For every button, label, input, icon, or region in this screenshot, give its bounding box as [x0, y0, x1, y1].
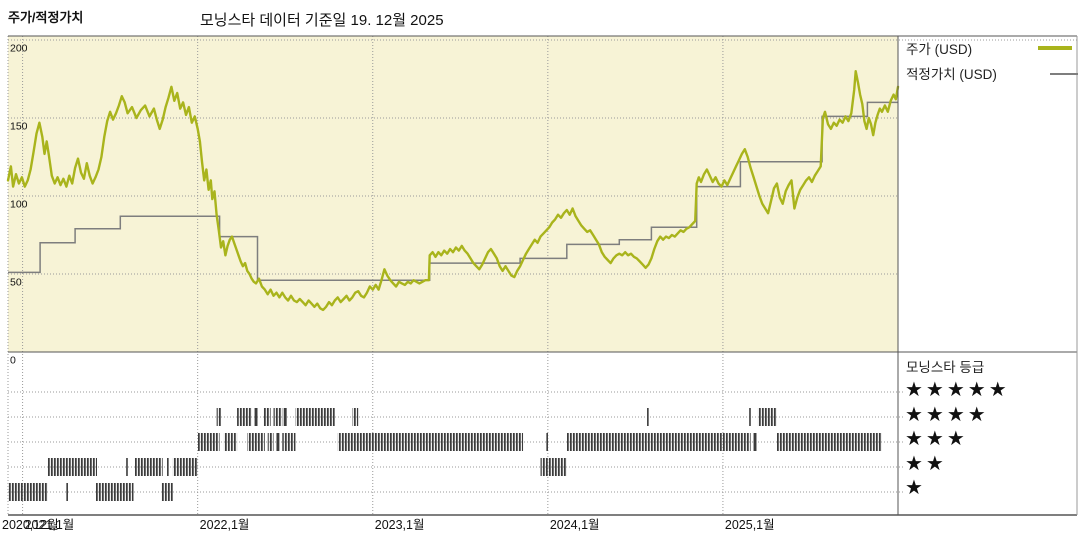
x-tick-label: 2020,12월	[2, 518, 59, 532]
rating-bar-2-star	[540, 458, 567, 476]
fair-value-line	[8, 101, 898, 281]
rating-bar-3-star	[776, 433, 882, 451]
y-tick-label: 150	[10, 121, 28, 133]
price-line	[6, 70, 900, 312]
x-tick-label: 2022,1월	[200, 518, 250, 532]
rating-bar-1-star	[95, 483, 134, 501]
rating-bar-2-star	[126, 458, 128, 476]
rating-row-1-star: ★	[905, 477, 926, 499]
rating-row-5-stars: ★★★★★	[905, 379, 1010, 401]
rating-row-4-stars: ★★★★	[905, 404, 989, 426]
rating-bar-3-star	[267, 433, 274, 451]
rating-bar-4-star	[254, 408, 258, 426]
rating-bar-2-star	[134, 458, 163, 476]
y-tick-label: 100	[10, 199, 28, 211]
x-tick-label: 2021,1월	[25, 518, 75, 532]
rating-bar-4-star	[352, 408, 359, 426]
rating-bar-4-star	[295, 408, 335, 426]
rating-bar-4-star	[283, 408, 287, 426]
rating-bar-1-star	[66, 483, 68, 501]
y-tick-label: 0	[10, 355, 16, 367]
x-tick-label: 2023,1월	[375, 518, 425, 532]
y-tick-label: 50	[10, 277, 22, 289]
rating-bar-2-star	[167, 458, 169, 476]
rating-bar-3-star	[337, 433, 524, 451]
plot-background	[8, 36, 898, 352]
rating-bar-3-star	[566, 433, 751, 451]
rating-row-3-stars: ★★★	[905, 428, 968, 450]
rating-bar-1-star	[161, 483, 173, 501]
rating-bar-4-star	[757, 408, 777, 426]
legend-price-label: 주가 (USD)	[906, 42, 973, 57]
rating-bar-3-star	[282, 433, 296, 451]
data-asof-label: 모닝스타 데이터 기준일 19. 12월 2025	[200, 12, 444, 29]
rating-bar-3-star	[247, 433, 265, 451]
legend-fairvalue-label: 적정가치 (USD)	[906, 67, 997, 82]
rating-bar-4-star	[263, 408, 271, 426]
rating-bar-4-star	[237, 408, 252, 426]
x-tick-label: 2024,1월	[550, 518, 600, 532]
rating-bar-2-star	[47, 458, 97, 476]
rating-legend-title: 모닝스타 등급	[906, 360, 985, 375]
rating-bar-3-star	[276, 433, 280, 451]
rating-bar-4-star	[216, 408, 222, 426]
rating-bar-3-star	[223, 433, 238, 451]
page-title: 주가/적정가치	[8, 10, 84, 25]
rating-row-2-stars: ★★	[905, 453, 947, 475]
rating-bar-3-star	[753, 433, 757, 451]
price-line-swatch	[1038, 46, 1072, 50]
rating-bar-1-star	[8, 483, 48, 501]
rating-bar-3-star	[546, 433, 548, 451]
rating-bar-4-star	[647, 408, 649, 426]
rating-bar-4-star	[749, 408, 751, 426]
x-tick-label: 2025,1월	[725, 518, 775, 532]
rating-bar-3-star	[197, 433, 220, 451]
rating-bar-2-star	[172, 458, 198, 476]
rating-bar-4-star	[273, 408, 283, 426]
y-tick-label: 200	[10, 43, 28, 55]
fairvalue-line-swatch	[1050, 73, 1078, 75]
